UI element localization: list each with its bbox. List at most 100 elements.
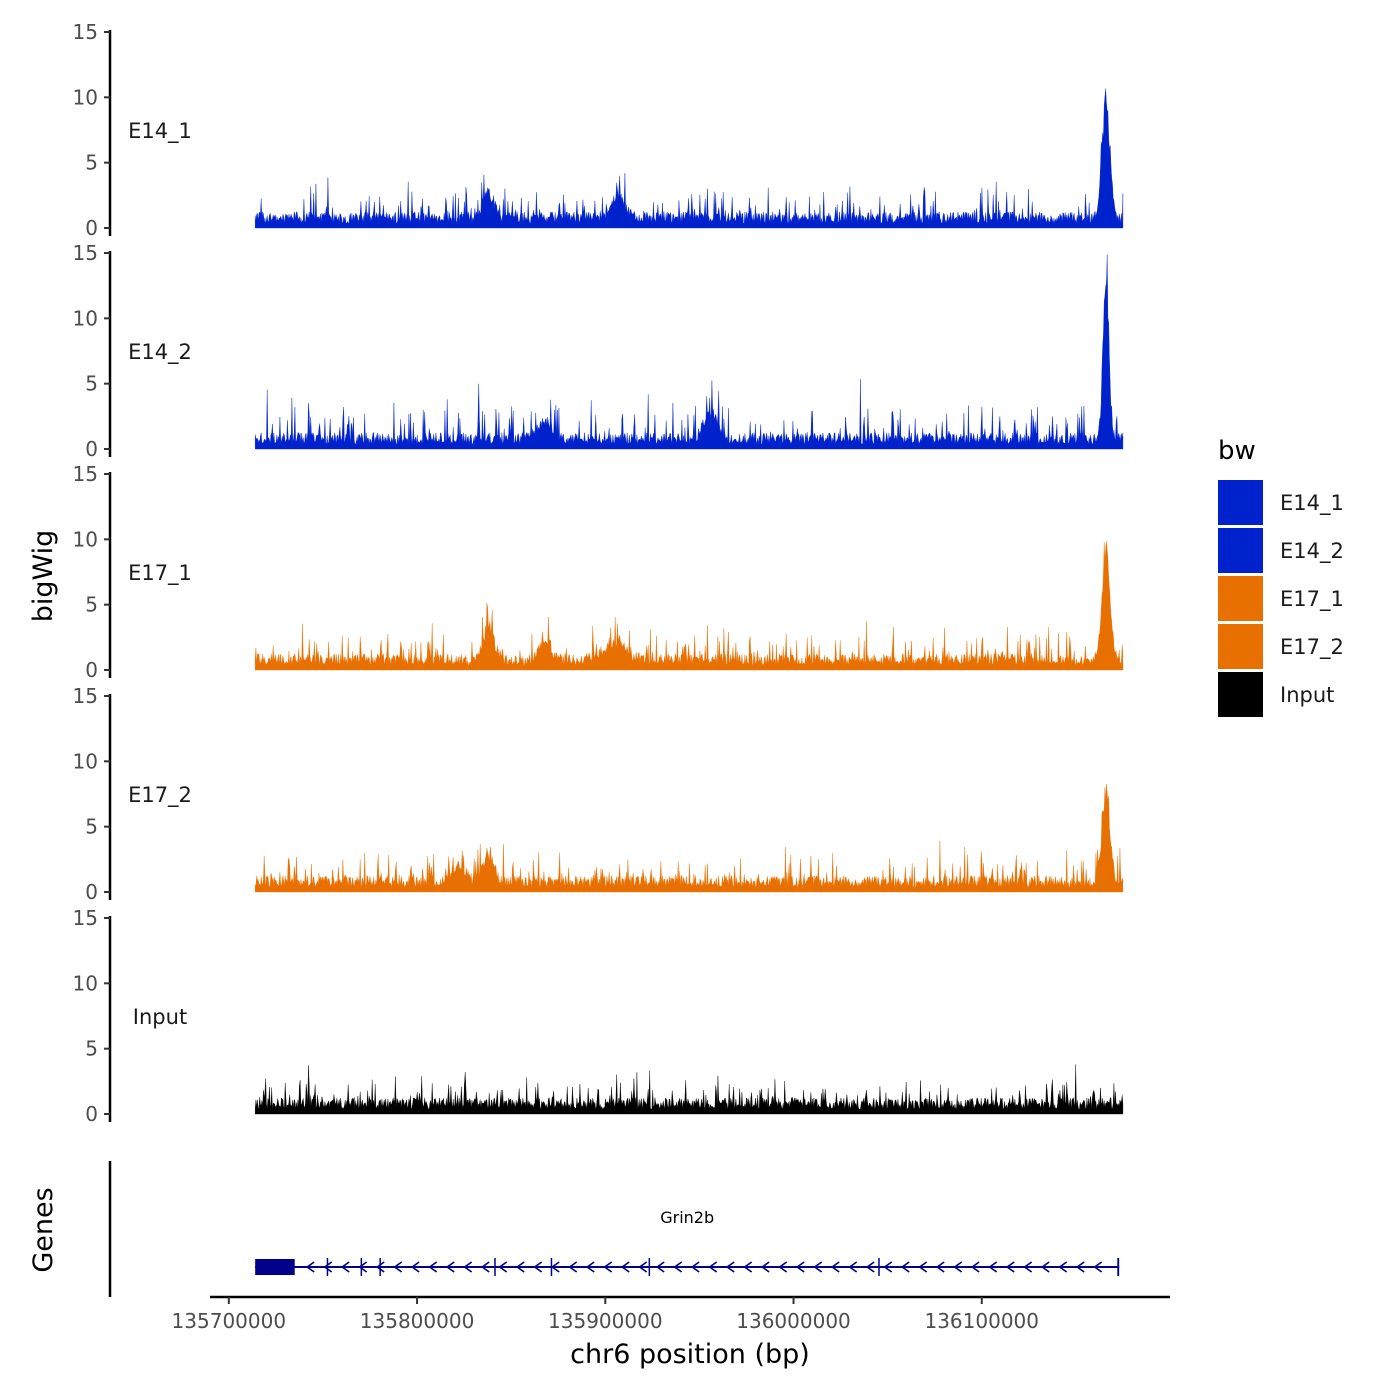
strand-arrow <box>708 1261 718 1273</box>
signal-area <box>255 541 1124 671</box>
genes-panel: Grin2b <box>108 1161 1120 1297</box>
signal-area <box>255 254 1124 450</box>
strand-arrow <box>358 1261 368 1273</box>
track-E14_2: 0 5 10 15 E14_2 <box>73 241 1124 461</box>
gene-exon <box>550 1258 553 1276</box>
strand-arrow <box>778 1261 788 1273</box>
strand-arrow <box>673 1261 683 1273</box>
strand-arrow <box>1093 1261 1103 1273</box>
y-axis-title: bigWig <box>28 530 59 623</box>
y-tick-label: 5 <box>85 815 98 839</box>
legend-label: E17_1 <box>1280 587 1344 612</box>
strand-arrow <box>323 1261 333 1273</box>
legend-swatch <box>1218 576 1263 621</box>
legend-swatch <box>1218 528 1263 573</box>
strand-arrow <box>918 1261 928 1273</box>
legend-label: Input <box>1280 683 1334 707</box>
strand-arrow <box>690 1261 700 1273</box>
strand-arrow <box>655 1261 665 1273</box>
gene-exon <box>494 1258 496 1276</box>
strand-arrow <box>988 1261 998 1273</box>
strand-arrow <box>393 1261 403 1273</box>
y-tick-label: 15 <box>73 684 98 708</box>
track-label: E17_1 <box>128 561 192 586</box>
strand-arrow <box>305 1261 315 1273</box>
gene-exon <box>878 1258 880 1276</box>
y-tick-label: 10 <box>73 306 98 330</box>
y-tick-label: 0 <box>85 880 98 904</box>
gene-exon <box>648 1258 651 1276</box>
strand-arrow <box>830 1261 840 1273</box>
strand-arrow <box>515 1261 525 1273</box>
strand-arrow <box>865 1261 875 1273</box>
legend-swatch <box>1218 624 1263 669</box>
strand-arrow <box>340 1261 350 1273</box>
x-tick-label: 136000000 <box>736 1309 851 1333</box>
y-tick-label: 0 <box>85 437 98 461</box>
y-tick-label: 15 <box>73 462 98 486</box>
track-E17_1: 0 5 10 15 E17_1 <box>73 462 1124 682</box>
legend-title: bw <box>1218 436 1256 466</box>
track-label: Input <box>133 1005 187 1029</box>
y-tick-label: 0 <box>85 658 98 682</box>
strand-arrow <box>533 1261 543 1273</box>
gene-exon <box>326 1258 329 1276</box>
strand-arrow <box>1075 1261 1085 1273</box>
legend-label: E14_2 <box>1280 539 1344 564</box>
track-E17_2: 0 5 10 15 E17_2 <box>73 684 1124 904</box>
x-tick-label: 135800000 <box>360 1309 475 1333</box>
strand-arrow <box>883 1261 893 1273</box>
strand-arrow <box>935 1261 945 1273</box>
y-tick-label: 5 <box>85 593 98 617</box>
strand-arrow <box>900 1261 910 1273</box>
gene-exon <box>379 1258 381 1276</box>
strand-arrow <box>795 1261 805 1273</box>
strand-arrow <box>1023 1261 1033 1273</box>
strand-arrow <box>638 1261 648 1273</box>
track-Input: 0 5 10 15 Input <box>73 906 1124 1126</box>
strand-arrow <box>428 1261 438 1273</box>
legend-label: E17_2 <box>1280 635 1344 660</box>
x-tick-label: 136100000 <box>924 1309 1039 1333</box>
legend: bw E14_1 E14_2 E17_1 E17_2 Input <box>1218 436 1344 717</box>
gene-exon <box>360 1258 363 1276</box>
x-axis: 135700000 135800000 135900000 136000000 1361… <box>172 1295 1170 1333</box>
track-label: E14_1 <box>128 119 192 144</box>
strand-arrow <box>813 1261 823 1273</box>
strand-arrow <box>375 1261 385 1273</box>
genes-axis-title: Genes <box>28 1187 59 1272</box>
x-axis-title: chr6 position (bp) <box>570 1339 810 1370</box>
y-tick-label: 10 <box>73 527 98 551</box>
strand-arrow <box>480 1261 490 1273</box>
legend-label: E14_1 <box>1280 491 1344 516</box>
strand-arrow <box>603 1261 613 1273</box>
strand-arrow <box>743 1261 753 1273</box>
y-tick-label: 5 <box>85 372 98 396</box>
y-tick-label: 10 <box>73 749 98 773</box>
signal-area <box>255 1064 1124 1115</box>
y-tick-label: 5 <box>85 151 98 175</box>
y-tick-label: 15 <box>73 241 98 265</box>
strand-arrow <box>848 1261 858 1273</box>
y-tick-label: 10 <box>73 85 98 109</box>
strand-arrow <box>970 1261 980 1273</box>
strand-arrow <box>1005 1261 1015 1273</box>
track-E14_1: 0 5 10 15 E14_1 <box>73 20 1124 240</box>
gene-label: Grin2b <box>660 1208 714 1227</box>
x-tick-label: 135700000 <box>172 1309 287 1333</box>
strand-arrow <box>568 1261 578 1273</box>
strand-arrow <box>498 1261 508 1273</box>
y-tick-label: 0 <box>85 1102 98 1126</box>
strand-arrow <box>1058 1261 1068 1273</box>
strand-arrow <box>620 1261 630 1273</box>
legend-swatch <box>1218 480 1263 525</box>
strand-arrow <box>1040 1261 1050 1273</box>
gene-exon <box>1117 1258 1120 1276</box>
strand-arrow <box>410 1261 420 1273</box>
signal-area <box>255 88 1124 229</box>
y-tick-label: 10 <box>73 971 98 995</box>
strand-arrow <box>585 1261 595 1273</box>
y-tick-label: 15 <box>73 20 98 44</box>
strand-arrow <box>445 1261 455 1273</box>
y-tick-label: 5 <box>85 1037 98 1061</box>
